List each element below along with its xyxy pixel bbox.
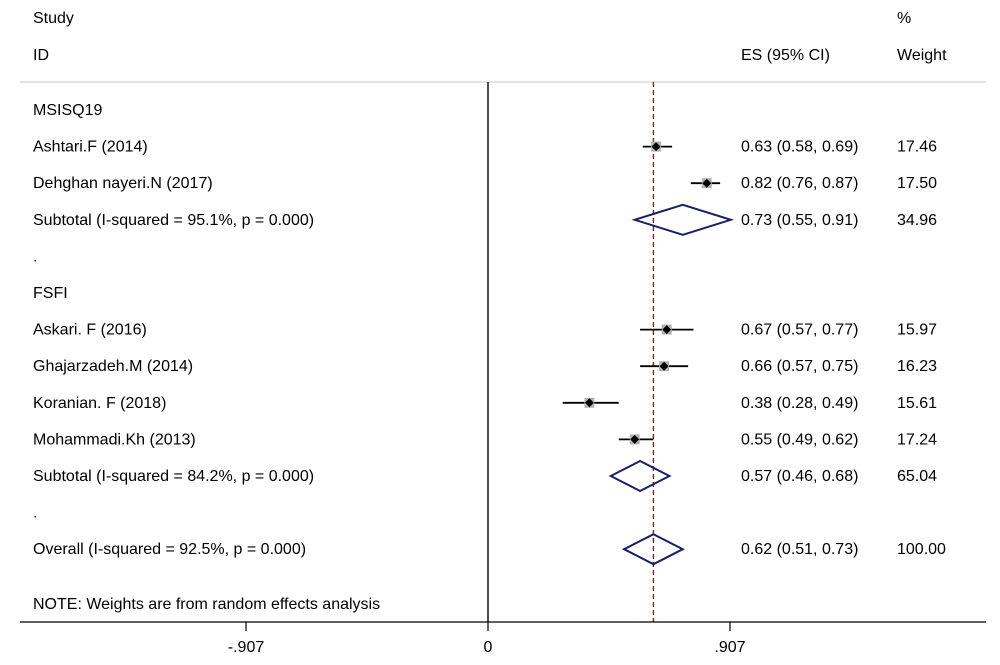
x-tick-label: .907: [714, 639, 745, 656]
point-estimate: [584, 398, 594, 408]
subtotal-diamond: [608, 459, 672, 493]
weight-text: 15.61: [897, 395, 937, 412]
row-label: Subtotal (I-squared = 84.2%, p = 0.000): [33, 468, 314, 485]
weight-text: 65.04: [897, 468, 937, 485]
spacer-dot: .: [33, 248, 37, 265]
effect-size-text: 0.66 (0.57, 0.75): [741, 358, 858, 375]
group-label: FSFI: [33, 285, 68, 302]
weight-text: 17.46: [897, 139, 937, 156]
header-study: Study: [33, 10, 74, 27]
header-es: ES (95% CI): [741, 47, 830, 64]
effect-size-text: 0.82 (0.76, 0.87): [741, 175, 858, 192]
effect-size-text: 0.38 (0.28, 0.49): [741, 395, 858, 412]
row-label: Subtotal (I-squared = 95.1%, p = 0.000): [33, 212, 314, 229]
row-label: Overall (I-squared = 92.5%, p = 0.000): [33, 541, 306, 558]
row-label: Koranian. F (2018): [33, 395, 166, 412]
row-label: Dehghan nayeri.N (2017): [33, 175, 213, 192]
row-label: Mohammadi.Kh (2013): [33, 431, 196, 448]
x-tick-label: 0: [484, 639, 493, 656]
point-estimate: [659, 361, 669, 371]
footnote: NOTE: Weights are from random effects an…: [33, 596, 380, 613]
weight-text: 34.96: [897, 212, 937, 229]
row-label: Ashtari.F (2014): [33, 139, 148, 156]
effect-size-text: 0.62 (0.51, 0.73): [741, 541, 858, 558]
weight-text: 17.24: [897, 431, 937, 448]
point-estimate: [662, 325, 672, 335]
point-estimate: [651, 142, 661, 152]
effect-size-text: 0.67 (0.57, 0.77): [741, 322, 858, 339]
header-id: ID: [33, 47, 49, 64]
row-label: Ghajarzadeh.M (2014): [33, 358, 193, 375]
spacer-dot: .: [33, 505, 37, 522]
effect-size-text: 0.63 (0.58, 0.69): [741, 139, 858, 156]
header-percent: %: [897, 10, 911, 27]
effect-size-text: 0.57 (0.46, 0.68): [741, 468, 858, 485]
weight-text: 100.00: [897, 541, 946, 558]
x-tick-label: -.907: [228, 639, 265, 656]
effect-size-text: 0.73 (0.55, 0.91): [741, 212, 858, 229]
point-estimate: [702, 178, 712, 188]
weight-text: 17.50: [897, 175, 937, 192]
subtotal-diamond: [631, 203, 735, 236]
overall-diamond: [621, 533, 685, 566]
group-label: MSISQ19: [33, 102, 102, 119]
weight-text: 15.97: [897, 322, 937, 339]
header-weight: Weight: [897, 47, 947, 64]
row-label: Askari. F (2016): [33, 322, 147, 339]
weight-text: 16.23: [897, 358, 937, 375]
effect-size-text: 0.55 (0.49, 0.62): [741, 431, 858, 448]
point-estimate: [630, 434, 640, 444]
